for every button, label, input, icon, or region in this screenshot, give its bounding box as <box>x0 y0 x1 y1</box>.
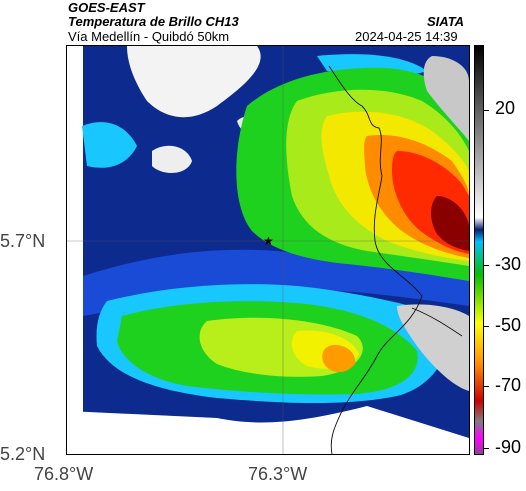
lat-tick-5-2: 5.2°N <box>0 444 46 464</box>
lat-tick-5-7: 5.7°N <box>0 231 46 251</box>
colorbar-label-minus70: -70 <box>495 375 522 395</box>
colorbar-label-minus30: -30 <box>495 254 522 274</box>
satellite-map: ★ <box>66 45 470 455</box>
temperature-colorbar <box>474 45 484 455</box>
star-icon: ★ <box>263 234 274 248</box>
colorbar-label-minus90: -90 <box>495 437 522 457</box>
lon-tick-76-8: 76.8°W <box>34 464 94 484</box>
route-label: Vía Medellín - Quibdó 50km <box>68 29 230 44</box>
source-label: SIATA <box>427 14 465 29</box>
timestamp-label: 2024-04-25 14:39 <box>355 29 458 44</box>
lon-tick-76-3: 76.3°W <box>248 464 308 484</box>
product-title: Temperatura de Brillo CH13 <box>68 14 239 29</box>
brightness-temperature-field: ★ <box>67 46 469 454</box>
colorbar-label-minus50: -50 <box>495 315 522 335</box>
satellite-title: GOES-EAST <box>68 0 145 15</box>
colorbar-label-20: 20 <box>495 98 516 118</box>
